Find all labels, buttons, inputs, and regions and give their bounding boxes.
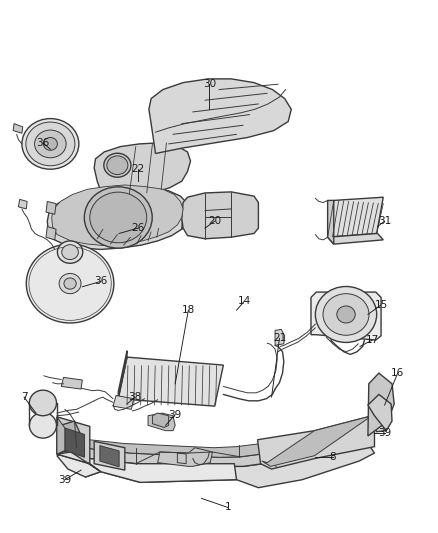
Polygon shape [182, 207, 258, 229]
Polygon shape [118, 357, 223, 406]
Ellipse shape [26, 244, 114, 323]
Text: 22: 22 [131, 165, 145, 174]
Ellipse shape [22, 119, 79, 169]
Polygon shape [57, 417, 90, 464]
Polygon shape [65, 428, 85, 457]
Polygon shape [328, 233, 383, 244]
Polygon shape [100, 446, 119, 467]
Text: 39: 39 [169, 410, 182, 419]
Ellipse shape [107, 156, 128, 175]
Ellipse shape [315, 286, 377, 342]
Ellipse shape [26, 122, 75, 166]
Polygon shape [18, 199, 27, 209]
Polygon shape [328, 200, 334, 244]
Text: 16: 16 [391, 368, 404, 378]
Polygon shape [118, 351, 127, 399]
Ellipse shape [35, 130, 66, 158]
Polygon shape [311, 292, 381, 340]
Polygon shape [368, 373, 394, 436]
Ellipse shape [84, 187, 152, 248]
Ellipse shape [62, 245, 78, 260]
Polygon shape [46, 201, 56, 214]
Polygon shape [158, 448, 212, 466]
Text: 26: 26 [131, 223, 145, 233]
Ellipse shape [337, 306, 355, 323]
Text: 7: 7 [21, 392, 28, 402]
Ellipse shape [29, 413, 57, 438]
Text: 8: 8 [329, 453, 336, 462]
Text: 1: 1 [224, 503, 231, 512]
Polygon shape [85, 447, 374, 488]
Polygon shape [77, 436, 370, 466]
Ellipse shape [104, 154, 131, 177]
Polygon shape [94, 143, 191, 197]
Polygon shape [182, 192, 258, 239]
Polygon shape [258, 416, 374, 469]
Ellipse shape [43, 138, 57, 150]
Polygon shape [52, 185, 183, 246]
Text: 38: 38 [128, 392, 141, 402]
Ellipse shape [57, 241, 83, 263]
Polygon shape [13, 124, 23, 133]
Polygon shape [57, 421, 82, 454]
Polygon shape [47, 187, 189, 249]
Polygon shape [152, 413, 169, 427]
Polygon shape [328, 197, 383, 237]
Ellipse shape [90, 192, 147, 243]
Text: 17: 17 [366, 335, 379, 345]
Ellipse shape [323, 294, 369, 335]
Polygon shape [113, 395, 134, 409]
Text: 15: 15 [374, 300, 388, 310]
Polygon shape [74, 426, 368, 457]
Ellipse shape [64, 278, 76, 289]
Text: 14: 14 [238, 296, 251, 306]
Polygon shape [148, 413, 175, 431]
Polygon shape [149, 79, 291, 154]
Polygon shape [94, 441, 125, 470]
Ellipse shape [29, 390, 57, 416]
Polygon shape [368, 394, 392, 431]
Polygon shape [262, 417, 368, 466]
Polygon shape [57, 452, 101, 472]
Text: 31: 31 [378, 216, 391, 226]
Text: 39: 39 [58, 475, 71, 484]
Polygon shape [275, 329, 285, 345]
Polygon shape [61, 377, 82, 389]
Text: 39: 39 [378, 428, 391, 438]
Polygon shape [368, 416, 386, 432]
Polygon shape [57, 417, 65, 454]
Text: 36: 36 [94, 277, 107, 286]
Polygon shape [57, 452, 237, 482]
Text: 36: 36 [36, 138, 49, 148]
Text: 18: 18 [182, 305, 195, 315]
Text: 21: 21 [273, 334, 286, 343]
Ellipse shape [59, 273, 81, 294]
Polygon shape [46, 227, 56, 240]
Text: 20: 20 [208, 216, 221, 226]
Text: 30: 30 [203, 79, 216, 89]
